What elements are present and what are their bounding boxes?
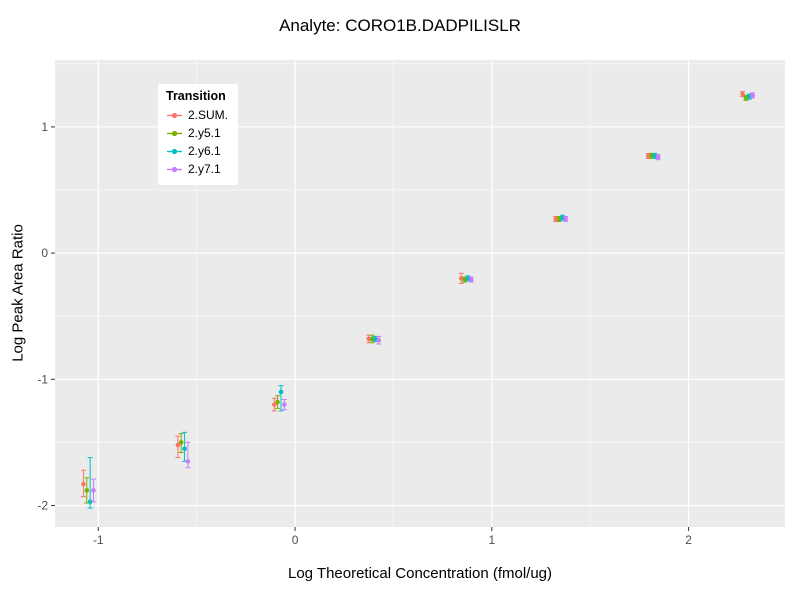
data-point — [376, 337, 382, 343]
data-point — [649, 153, 654, 159]
legend-key-icon — [167, 130, 182, 136]
legend-item: 2.y6.1 — [166, 142, 228, 160]
data-point — [185, 459, 191, 464]
data-point — [275, 399, 280, 405]
data-point — [272, 402, 277, 407]
data-point — [369, 336, 375, 342]
data-point — [178, 440, 184, 445]
data-point — [366, 336, 372, 342]
x-tick-label: 2 — [685, 533, 692, 547]
data-point — [750, 93, 755, 98]
legend-item: 2.y7.1 — [166, 160, 228, 178]
legend-items: 2.SUM. 2.y5.1 2.y6.1 2.y7.1 — [166, 106, 228, 178]
data-point — [182, 446, 187, 452]
y-tick-label: 0 — [41, 246, 48, 260]
legend-key-icon — [167, 166, 182, 172]
legend-title: Transition — [166, 89, 226, 103]
legend-item: 2.y5.1 — [166, 124, 228, 142]
y-tick-label: -2 — [37, 499, 48, 513]
chart-title: Analyte: CORO1B.DADPILISLR — [279, 16, 521, 35]
legend-item-label: 2.y7.1 — [188, 162, 221, 176]
data-point — [278, 389, 284, 395]
x-axis-title: Log Theoretical Concentration (fmol/ug) — [287, 565, 553, 582]
data-point — [84, 488, 90, 493]
y-tick-label: -1 — [37, 372, 48, 386]
data-point — [645, 153, 651, 159]
data-point — [468, 277, 474, 282]
data-point — [563, 216, 568, 222]
x-tick-label: 0 — [292, 533, 299, 547]
x-tick-label: 1 — [488, 533, 495, 547]
legend-key-icon — [167, 148, 182, 154]
x-tick-label: -1 — [93, 533, 104, 547]
y-tick-label: 1 — [41, 120, 48, 134]
legend-item-label: 2.y5.1 — [188, 126, 221, 140]
data-point — [553, 216, 558, 222]
data-point — [91, 488, 96, 493]
legend-box: Transition 2.SUM. 2.y5.1 2.y6.1 2.y7.1 — [158, 84, 239, 185]
data-point — [81, 481, 86, 487]
data-point — [282, 402, 287, 407]
legend-item-label: 2.y6.1 — [188, 144, 221, 158]
legend-item-label: 2.SUM. — [188, 108, 229, 122]
data-point — [655, 154, 661, 160]
data-point — [87, 499, 93, 505]
legend-key-icon — [167, 112, 182, 118]
data-point — [175, 442, 181, 448]
legend-item: 2.SUM. — [166, 106, 228, 124]
